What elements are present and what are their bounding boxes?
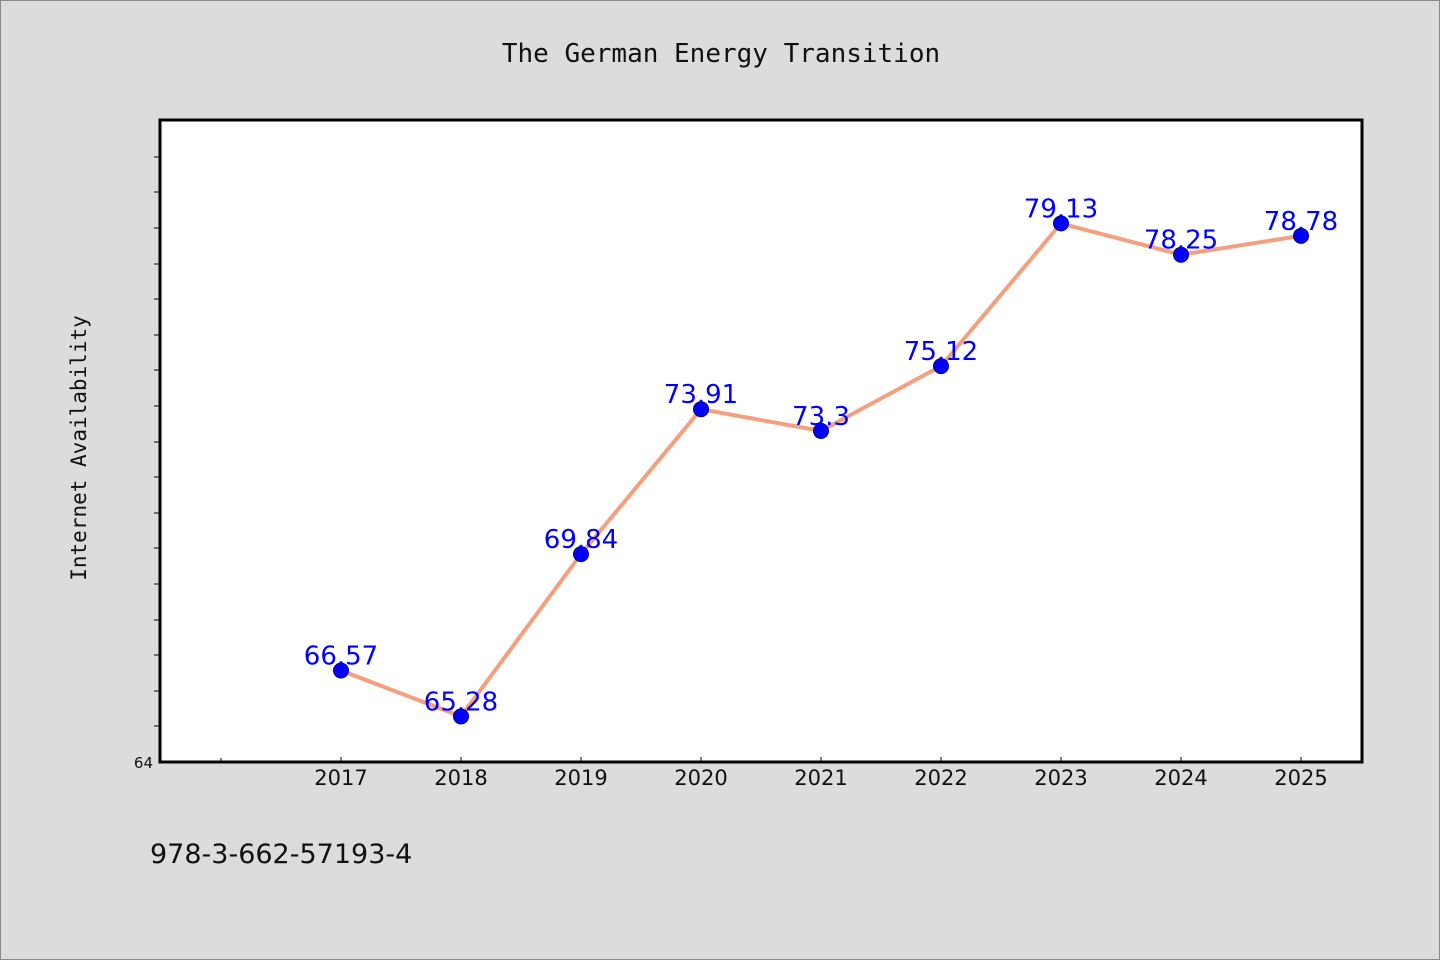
plot-area <box>158 118 1364 764</box>
y-axis-ticks: 64 <box>134 156 159 772</box>
x-axis-ticks: 2017 2018 2019 2020 2021 2022 2023 2024 2025 <box>220 757 1328 790</box>
data-point <box>333 662 349 679</box>
data-point <box>1053 215 1069 232</box>
data-label: 69.84 <box>544 525 618 555</box>
data-point <box>813 422 829 439</box>
y-tick-label: 64 <box>134 754 153 772</box>
data-point <box>933 358 949 375</box>
x-tick-label: 2017 <box>314 766 367 790</box>
data-point <box>1173 246 1189 263</box>
x-tick-label: 2023 <box>1034 766 1087 790</box>
data-label: 78.25 <box>1144 226 1218 256</box>
data-points <box>333 215 1309 725</box>
data-label: 73.91 <box>664 380 738 410</box>
data-point <box>1293 227 1309 244</box>
data-point <box>573 546 589 563</box>
x-tick-label: 2024 <box>1154 766 1207 790</box>
x-tick-label: 2018 <box>434 766 487 790</box>
x-tick-label: 2025 <box>1274 766 1327 790</box>
data-point <box>693 401 709 418</box>
data-label: 73.3 <box>792 402 850 432</box>
data-point <box>453 708 469 725</box>
data-label: 78.78 <box>1264 207 1338 237</box>
data-labels: 66.57 65.28 69.84 73.91 73.3 75.12 79.13 78.25 7… <box>304 194 1338 717</box>
y-axis-label: Internet Availability <box>67 315 91 581</box>
data-label: 75.12 <box>904 337 978 367</box>
x-tick-label: 2021 <box>794 766 847 790</box>
data-label: 65.28 <box>424 687 498 717</box>
x-tick-label: 2020 <box>674 766 727 790</box>
x-tick-label: 2022 <box>914 766 967 790</box>
chart-title: The German Energy Transition <box>502 39 940 69</box>
data-label: 79.13 <box>1024 194 1098 224</box>
isbn-footer: 978-3-662-57193-4 <box>150 839 412 870</box>
data-label: 66.57 <box>304 642 378 672</box>
x-tick-label: 2019 <box>554 766 607 790</box>
